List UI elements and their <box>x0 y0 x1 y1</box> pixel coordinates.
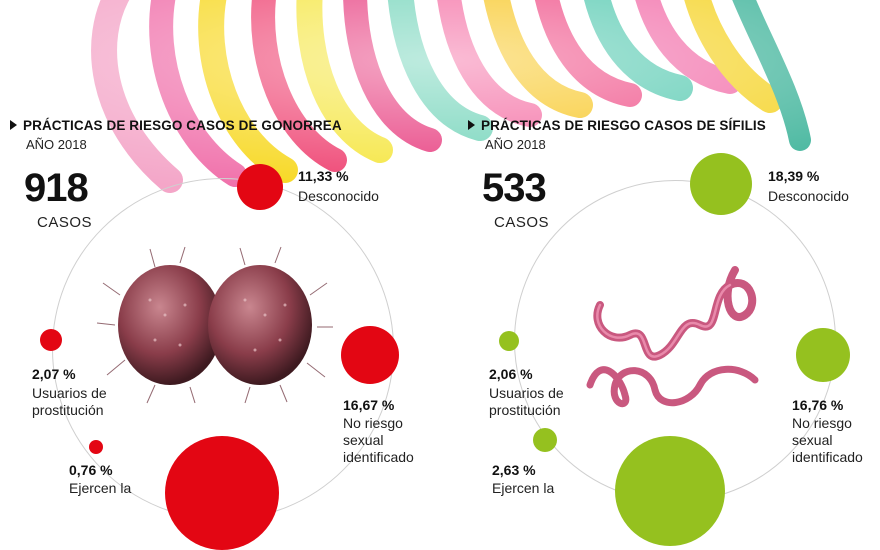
sifilis-pct-prostitucion: 2,06 % <box>489 366 533 382</box>
sifilis-pct-no-riesgo: 16,76 % <box>792 397 844 413</box>
sifilis-dot-prostitucion <box>499 331 519 351</box>
gonorrea-total-label: CASOS <box>37 214 93 231</box>
gonorrea-pct-prostitucion: 2,07 % <box>32 366 76 382</box>
sifilis-dot-large <box>615 436 725 546</box>
sifilis-year: AÑO 2018 <box>485 137 546 152</box>
gonorrea-dot-desconocido <box>237 164 283 210</box>
bacteria-illustration <box>96 246 333 404</box>
gonorrea-pct-ejercen: 0,76 % <box>69 462 113 478</box>
sifilis-pct-desconocido: 18,39 % <box>768 168 820 184</box>
gonorrea-label-prostitucion: Usuarios de prostitución <box>32 385 107 418</box>
gonorrea-dot-prostitucion <box>40 329 62 351</box>
gonorrea-heading: PRÁCTICAS DE RIESGO CASOS DE GONORREA <box>10 118 342 133</box>
gonorrea-year: AÑO 2018 <box>26 137 87 152</box>
sifilis-dot-no-riesgo <box>796 328 850 382</box>
treponema-illustration <box>586 266 759 408</box>
sifilis-label-ejercen: Ejercen la <box>492 480 555 496</box>
gonorrea-label-desconocido: Desconocido <box>298 188 379 204</box>
sifilis-dot-ejercen <box>533 428 557 452</box>
gonorrea-label-no-riesgo: No riesgo sexual identificado <box>343 415 414 465</box>
sifilis-total-label: CASOS <box>494 214 550 231</box>
sifilis-dot-desconocido <box>690 153 752 215</box>
sifilis-heading: PRÁCTICAS DE RIESGO CASOS DE SÍFILIS <box>468 118 766 133</box>
gonorrea-pct-desconocido: 11,33 % <box>298 168 349 184</box>
gonorrea-pct-no-riesgo: 16,67 % <box>343 397 395 413</box>
sifilis-label-prostitucion: Usuarios de prostitución <box>489 385 564 418</box>
sifilis-label-desconocido: Desconocido <box>768 188 849 204</box>
gonorrea-total: 918 <box>24 166 89 210</box>
gonorrea-dot-no-riesgo <box>341 326 399 384</box>
gonorrea-label-ejercen: Ejercen la <box>69 480 132 496</box>
sifilis-total: 533 <box>482 166 547 210</box>
condoms-photo <box>0 0 880 200</box>
gonorrea-dot-ejercen <box>89 440 103 454</box>
sifilis-pct-ejercen: 2,63 % <box>492 462 536 478</box>
gonorrea-dot-large <box>165 436 279 550</box>
triangle-bullet-icon <box>10 120 17 130</box>
sifilis-label-no-riesgo: No riesgo sexual identificado <box>792 415 863 465</box>
triangle-bullet-icon <box>468 120 475 130</box>
